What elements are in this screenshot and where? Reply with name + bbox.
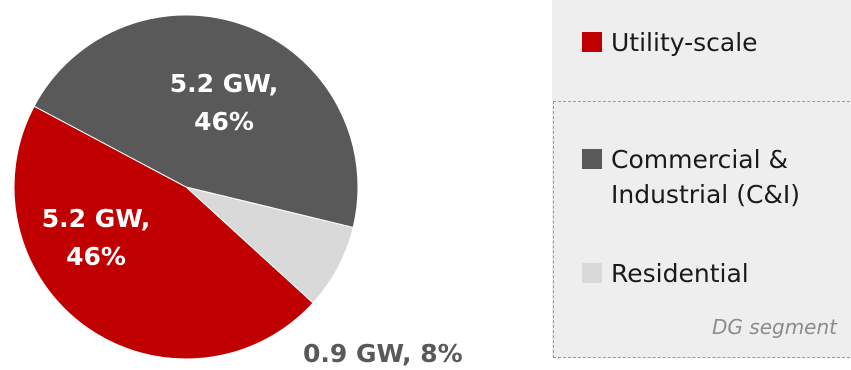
slice-label-utility-value: 5.2 GW, <box>41 204 151 233</box>
slice-label-utility-scale: 5.2 GW, 46% <box>36 200 156 276</box>
slice-label-commercial-percent: 46% <box>194 107 254 136</box>
legend-item-residential: Residential <box>582 256 749 291</box>
legend-swatch-commercial-industrial <box>582 149 602 169</box>
legend-item-utility-scale: Utility-scale <box>582 25 758 60</box>
legend-label-residential: Residential <box>611 259 749 288</box>
legend-label-commercial-line2: Industrial (C&I) <box>611 180 801 209</box>
pie-slice-utility-scale <box>13 105 314 360</box>
legend-swatch-utility-scale <box>582 32 602 52</box>
legend-label-commercial-line1: Commercial & <box>611 145 788 174</box>
legend-panel <box>552 0 851 358</box>
slice-label-commercial-industrial: 5.2 GW, 46% <box>164 65 284 141</box>
dg-segment-box <box>553 101 850 358</box>
slice-label-residential: 0.9 GW, 8% <box>303 339 463 368</box>
pie-slice-commercial-industrial <box>33 14 359 229</box>
slice-label-commercial-value: 5.2 GW, <box>169 69 279 98</box>
dg-segment-caption: DG segment <box>712 315 837 339</box>
legend-item-commercial-industrial: Commercial & Industrial (C&I) <box>582 142 800 212</box>
legend-label-utility-scale: Utility-scale <box>611 28 758 57</box>
slice-label-utility-percent: 46% <box>66 242 126 271</box>
legend-swatch-residential <box>582 263 602 283</box>
